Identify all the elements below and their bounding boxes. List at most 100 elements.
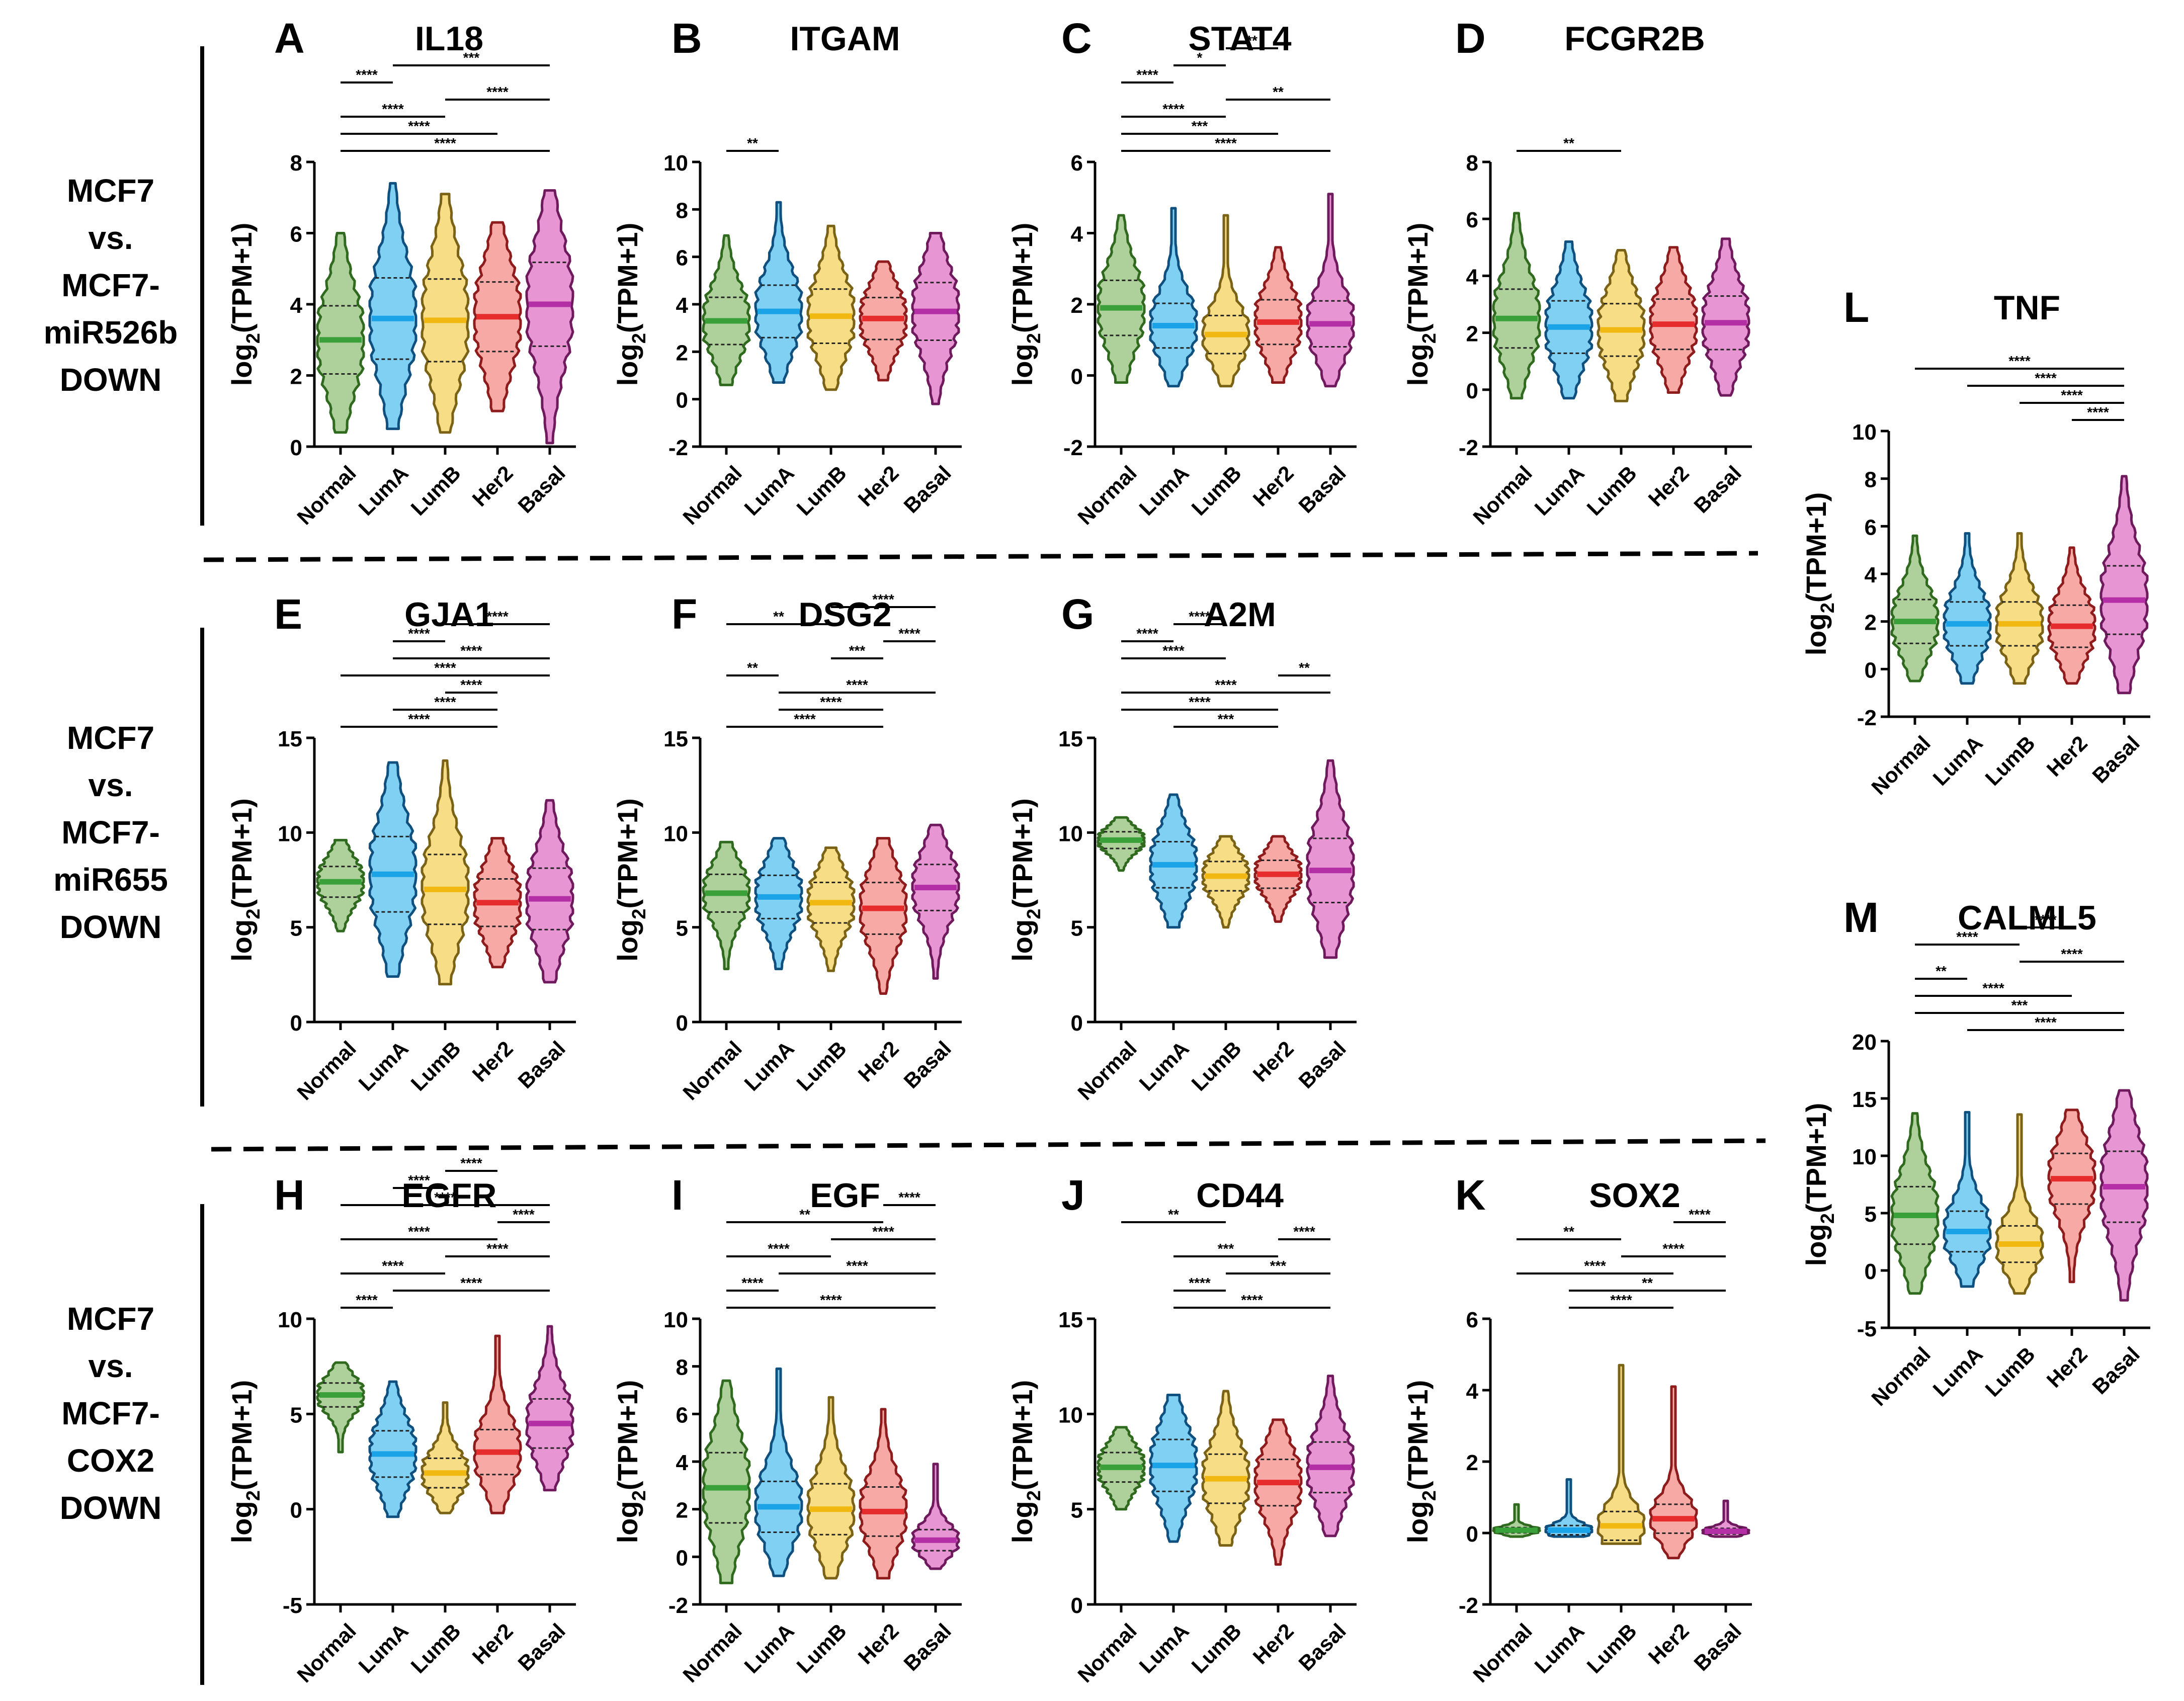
significance-label: **** [2008,353,2031,369]
x-tick-label: LumA [1530,461,1588,520]
violin-lumb [421,193,470,434]
violin-normal [316,232,365,434]
x-tick-label: Her2 [468,1619,518,1669]
y-axis-label-part: log [1402,1501,1434,1543]
significance-label: **** [2035,370,2057,386]
y-axis-label-part: log [226,919,258,962]
y-tick-label: 10 [663,821,688,846]
x-tick-label: Normal [1468,461,1537,530]
panel-letter: C [1061,15,1092,62]
violin-her2 [859,837,908,995]
violin-lumb [421,759,470,986]
y-axis-label-part: (TPM+1) [1800,1103,1832,1213]
panel-letter: D [1455,15,1486,62]
panel-title: FCGR2B [1564,20,1705,58]
x-tick-label: LumA [1134,461,1193,520]
significance-label: **** [1584,1258,1606,1273]
y-tick-label: 2 [1466,1451,1478,1475]
significance-label: ** [1246,33,1257,48]
violin-basal [911,232,960,405]
y-tick-label: 0 [676,388,688,413]
violin-basal [1306,193,1355,388]
y-tick-label: 20 [1852,1030,1877,1055]
y-axis-label-part: (TPM+1) [1402,1380,1434,1490]
violin-luma [1544,1478,1593,1538]
violin-luma [1149,207,1198,388]
y-tick-label: 8 [1865,468,1877,492]
y-axis-label: log2(TPM+1) [612,1380,650,1543]
panel-letter: E [274,590,302,638]
panel-title: DSG2 [798,596,891,634]
y-tick-label: 0 [1071,365,1083,389]
x-tick-label: LumA [1134,1619,1193,1678]
y-axis-label-part: (TPM+1) [1402,223,1434,333]
y-tick-label: 4 [676,1451,689,1475]
x-tick-label: Her2 [468,461,518,511]
significance-label: ** [1563,1224,1574,1239]
x-tick-label: Her2 [1248,1619,1298,1669]
panel-letter: G [1061,590,1094,638]
violin-basal [1306,759,1355,959]
x-tick-label: Normal [1867,731,1935,800]
violin-basal [2099,1089,2149,1302]
violin-her2 [1253,1418,1303,1566]
significance-label: **** [1136,67,1158,82]
y-tick-label: 2 [1865,611,1877,635]
y-tick-label: 5 [290,1403,302,1427]
violin-lumb [1597,249,1646,402]
significance-label: **** [768,1241,790,1256]
x-tick-label: Her2 [2042,1342,2092,1392]
y-axis-label-part: log [1800,613,1832,655]
y-tick-label: 5 [290,916,302,941]
violin-lumb [421,1401,470,1514]
y-tick-label: 10 [663,1308,688,1332]
violin-luma [368,761,417,978]
y-axis-label-sub: 2 [1817,1213,1838,1224]
violin-lumb [806,224,856,391]
significance-label: **** [1293,1224,1315,1239]
significance-label: **** [872,591,894,607]
y-axis-label-part: log [226,1501,258,1543]
y-tick-label: 2 [676,341,688,365]
x-tick-label: Normal [1468,1619,1537,1687]
significance-label: ** [1299,660,1310,675]
x-tick-label: Normal [678,1037,746,1105]
y-axis-label: log2(TPM+1) [1402,223,1440,386]
y-tick-label: -2 [668,1593,688,1618]
significance-label: **** [460,1155,482,1171]
violin-luma [1943,532,1992,685]
x-tick-label: Basal [1689,1619,1745,1675]
y-tick-label: 4 [676,293,689,318]
y-tick-label: -5 [1857,1317,1877,1341]
y-axis-label-part: (TPM+1) [226,223,258,333]
y-axis-label-part: (TPM+1) [612,1380,643,1490]
x-tick-label: Basal [1294,461,1350,518]
x-tick-label: Normal [292,1037,361,1105]
significance-label: **** [2061,387,2083,403]
y-tick-label: 0 [1466,379,1478,403]
x-tick-label: LumB [1582,461,1641,520]
violin-her2 [859,1408,908,1580]
x-tick-label: LumB [1980,1342,2039,1401]
x-tick-label: LumA [1134,1037,1193,1095]
x-tick-label: LumB [1582,1619,1641,1678]
significance-label: **** [846,1258,868,1273]
x-tick-label: LumA [354,461,412,520]
y-axis-label-sub: 2 [1419,333,1440,344]
violin-basal [2099,475,2149,695]
x-tick-label: LumB [406,461,465,520]
significance-label: **** [741,1275,764,1291]
x-tick-label: LumB [1187,461,1245,520]
x-tick-label: LumA [354,1037,412,1095]
y-axis-label-part: log [1006,344,1038,386]
significance-label: **** [434,135,456,151]
significance-label: **** [356,1292,378,1308]
y-tick-label: -2 [1857,706,1877,730]
x-tick-label: Basal [513,1619,569,1675]
y-tick-label: 0 [1071,1593,1083,1618]
significance-label: **** [1189,1275,1211,1291]
